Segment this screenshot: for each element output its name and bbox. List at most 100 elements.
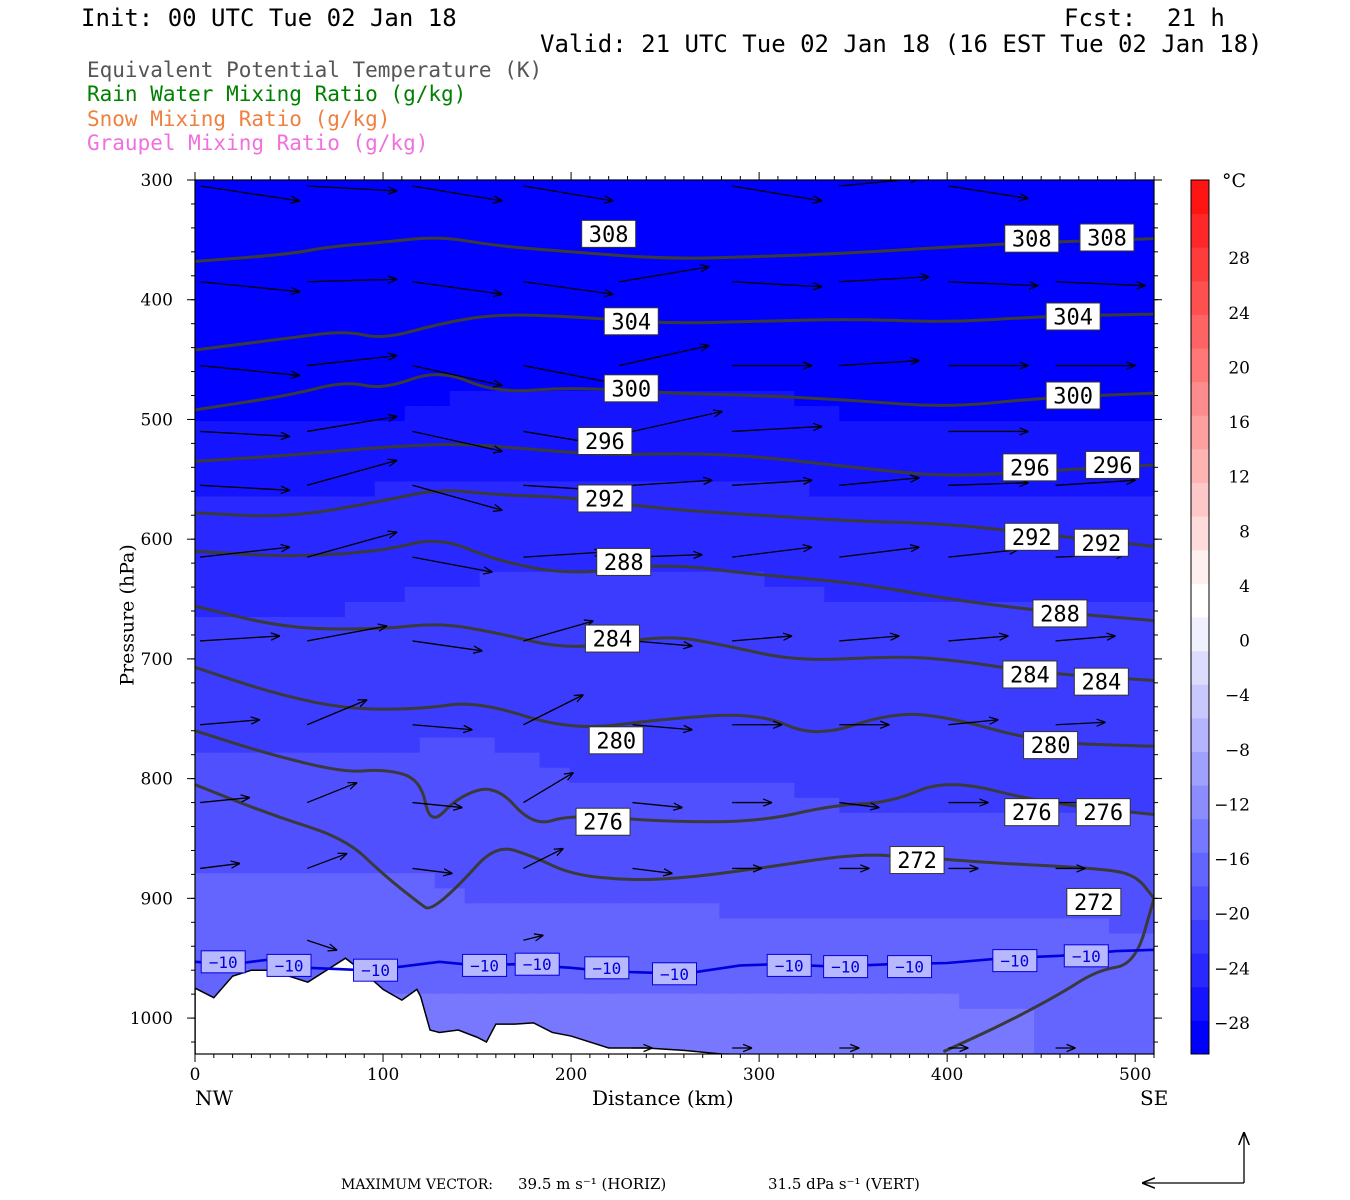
field-cell bbox=[719, 662, 736, 679]
field-cell bbox=[689, 888, 706, 905]
field-cell bbox=[344, 360, 361, 377]
field-cell bbox=[509, 888, 526, 905]
field-cell bbox=[479, 315, 496, 332]
field-cell bbox=[404, 330, 421, 347]
field-cell bbox=[1094, 601, 1110, 618]
field-cell bbox=[584, 255, 601, 272]
field-cell bbox=[434, 285, 451, 302]
field-cell bbox=[434, 677, 451, 694]
field-cell bbox=[344, 647, 361, 664]
field-cell bbox=[719, 797, 736, 814]
wind-vector bbox=[199, 798, 250, 804]
colorbar-tick-label: −8 bbox=[1225, 741, 1250, 761]
field-cell bbox=[284, 225, 301, 242]
field-cell bbox=[509, 601, 526, 618]
field-cell bbox=[989, 843, 1005, 859]
field-cell bbox=[195, 767, 211, 784]
field-cell bbox=[554, 481, 571, 498]
x-tick-label: 200 bbox=[555, 1065, 587, 1085]
field-cell bbox=[854, 421, 871, 437]
field-cell bbox=[299, 496, 316, 513]
field-cell bbox=[659, 375, 676, 392]
field-cell bbox=[449, 586, 466, 603]
wind-vector bbox=[412, 185, 502, 201]
field-cell bbox=[884, 496, 901, 513]
field-cell bbox=[344, 225, 361, 242]
field-cell bbox=[959, 285, 975, 302]
field-cell bbox=[974, 918, 990, 935]
field-cell bbox=[704, 180, 721, 196]
field-cell bbox=[389, 632, 406, 648]
field-cell bbox=[719, 827, 736, 844]
field-cell bbox=[914, 255, 931, 272]
field-cell bbox=[569, 451, 586, 468]
field-cell bbox=[419, 843, 436, 859]
field-cell bbox=[959, 511, 975, 528]
field-cell bbox=[524, 617, 541, 633]
field-cell bbox=[539, 255, 556, 272]
field-cell bbox=[1094, 722, 1110, 739]
field-cell bbox=[734, 255, 751, 272]
field-cell bbox=[614, 662, 631, 679]
y-tick-label: 400 bbox=[141, 291, 173, 311]
wind-vector bbox=[732, 185, 822, 201]
field-cell bbox=[644, 948, 661, 965]
field-cell bbox=[659, 300, 676, 317]
fcst-value: 21 h bbox=[1167, 4, 1225, 32]
field-cell bbox=[989, 511, 1005, 528]
field-cell bbox=[1064, 647, 1080, 664]
field-cell bbox=[749, 601, 766, 618]
field-cell bbox=[269, 240, 286, 257]
field-cell bbox=[839, 1023, 856, 1040]
field-cell bbox=[959, 1023, 975, 1040]
field-cell bbox=[509, 180, 526, 196]
field-cell bbox=[359, 647, 376, 664]
field-cell bbox=[884, 1038, 901, 1054]
field-cell bbox=[389, 180, 406, 196]
field-cell bbox=[959, 662, 975, 679]
field-cell bbox=[899, 918, 916, 935]
field-cell bbox=[764, 481, 781, 498]
field-cell bbox=[884, 436, 901, 453]
field-cell bbox=[314, 767, 331, 784]
field-cell bbox=[929, 752, 946, 769]
field-cell bbox=[704, 722, 721, 739]
field-cell bbox=[1124, 617, 1140, 633]
field-cell bbox=[809, 195, 826, 211]
field-cell bbox=[1124, 933, 1140, 950]
field-cell bbox=[1049, 481, 1065, 498]
field-cell bbox=[389, 827, 406, 844]
field-cell bbox=[944, 1023, 961, 1040]
field-cell bbox=[314, 858, 331, 874]
field-cell bbox=[449, 345, 466, 362]
field-cell bbox=[1124, 586, 1140, 603]
field-cell bbox=[419, 270, 436, 287]
field-cell bbox=[449, 662, 466, 679]
field-cell bbox=[239, 466, 256, 483]
field-cell bbox=[764, 978, 781, 995]
field-cell bbox=[944, 451, 961, 468]
field-cell bbox=[974, 782, 990, 799]
field-cell bbox=[509, 933, 526, 950]
field-cell bbox=[1139, 345, 1154, 362]
field-cell bbox=[809, 466, 826, 483]
field-cell bbox=[509, 827, 526, 844]
field-cell bbox=[1034, 556, 1050, 573]
field-cell bbox=[1064, 421, 1080, 437]
field-cell bbox=[734, 993, 751, 1010]
field-cell bbox=[899, 300, 916, 317]
field-cell bbox=[254, 873, 271, 890]
field-cell bbox=[869, 330, 886, 347]
field-cell bbox=[734, 903, 751, 920]
field-cell bbox=[404, 240, 421, 257]
field-cell bbox=[749, 858, 766, 874]
field-cell bbox=[584, 466, 601, 483]
field-cell bbox=[1064, 180, 1080, 196]
field-cell bbox=[584, 180, 601, 196]
field-cell bbox=[719, 541, 736, 558]
field-cell bbox=[359, 345, 376, 362]
field-cell bbox=[269, 285, 286, 302]
field-cell bbox=[314, 255, 331, 272]
field-cell bbox=[554, 421, 571, 437]
field-cell bbox=[764, 270, 781, 287]
